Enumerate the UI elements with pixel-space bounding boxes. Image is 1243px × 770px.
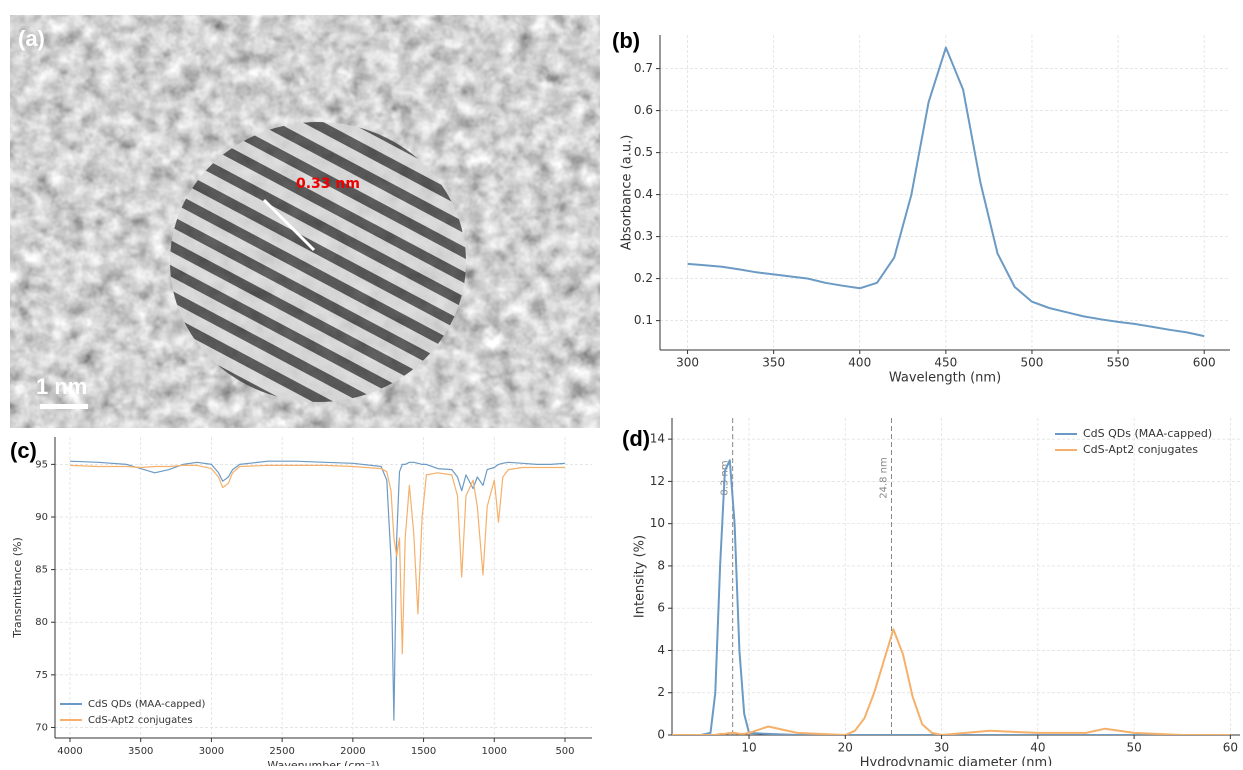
y-tick-label: 0	[657, 728, 665, 742]
y-axis-label: Intensity (%)	[633, 535, 648, 618]
y-tick-label: 75	[35, 670, 48, 681]
y-tick-label: 95	[35, 459, 48, 470]
x-tick-label: 3500	[128, 746, 153, 757]
y-axis-label: Absorbance (a.u.)	[620, 135, 635, 251]
legend-label: CdS QDs (MAA-capped)	[88, 699, 206, 710]
x-tick-label: 300	[676, 356, 699, 370]
tem-image	[10, 15, 600, 428]
y-tick-label: 0.5	[634, 145, 653, 159]
y-tick-label: 0.2	[634, 271, 653, 285]
y-tick-label: 70	[35, 722, 48, 733]
y-tick-label: 0.3	[634, 229, 653, 243]
data-line	[69, 464, 565, 655]
panel-label: (d)	[622, 426, 650, 451]
x-axis-label: Wavelength (nm)	[889, 371, 1001, 386]
y-axis-label: Transmittance (%)	[11, 537, 24, 639]
x-tick-label: 60	[1223, 741, 1238, 755]
y-tick-label: 0.4	[634, 187, 653, 201]
panel-label: (a)	[18, 26, 45, 51]
y-tick-label: 0.1	[634, 313, 653, 327]
spacing-marker	[262, 198, 316, 252]
x-tick-label: 20	[838, 741, 853, 755]
x-tick-label: 10	[741, 741, 756, 755]
reference-label: 24.8 nm	[878, 457, 889, 499]
y-tick-label: 6	[657, 601, 665, 615]
x-tick-label: 2500	[269, 746, 294, 757]
legend-label: CdS-Apt2 conjugates	[88, 715, 193, 726]
x-tick-label: 3000	[199, 746, 224, 757]
annotation: 0.33 nm	[296, 176, 360, 192]
x-tick-label: 500	[555, 746, 574, 757]
y-tick-label: 0.7	[634, 61, 653, 75]
data-line	[687, 46, 1205, 338]
y-tick-label: 14	[650, 432, 665, 446]
legend-label: CdS QDs (MAA-capped)	[1083, 427, 1212, 440]
y-tick-label: 4	[657, 643, 665, 657]
x-tick-label: 2000	[340, 746, 365, 757]
x-axis-label: Hydrodynamic diameter (nm)	[860, 756, 1053, 767]
x-tick-label: 30	[934, 741, 949, 755]
x-tick-label: 500	[1021, 356, 1044, 370]
panel-label: (c)	[10, 438, 37, 463]
x-tick-label: 550	[1107, 356, 1130, 370]
data-line	[672, 628, 1231, 735]
x-axis-label: Wavenumber (cm⁻¹)	[267, 759, 379, 766]
y-tick-label: 8	[657, 558, 665, 572]
x-tick-label: 4000	[57, 746, 82, 757]
x-tick-label: 350	[762, 356, 785, 370]
y-tick-label: 85	[35, 565, 48, 576]
x-tick-label: 50	[1126, 741, 1141, 755]
y-tick-label: 80	[35, 617, 48, 628]
x-tick-label: 600	[1193, 356, 1216, 370]
x-tick-label: 1000	[482, 746, 507, 757]
data-line	[672, 459, 1231, 735]
y-tick-label: 12	[650, 474, 665, 488]
scale-bar	[40, 404, 88, 409]
panel-label: (b)	[612, 28, 640, 53]
x-tick-label: 40	[1030, 741, 1045, 755]
scale-bar-label: 1 nm	[36, 374, 87, 399]
x-tick-label: 1500	[411, 746, 436, 757]
y-tick-label: 90	[35, 512, 48, 523]
x-tick-label: 450	[934, 356, 957, 370]
x-tick-label: 400	[848, 356, 871, 370]
data-line	[69, 460, 566, 721]
y-tick-label: 10	[650, 516, 665, 530]
y-tick-label: 0.6	[634, 103, 653, 117]
lattice-fringes	[170, 122, 466, 402]
y-tick-label: 2	[657, 685, 665, 699]
legend-label: CdS-Apt2 conjugates	[1083, 443, 1198, 456]
